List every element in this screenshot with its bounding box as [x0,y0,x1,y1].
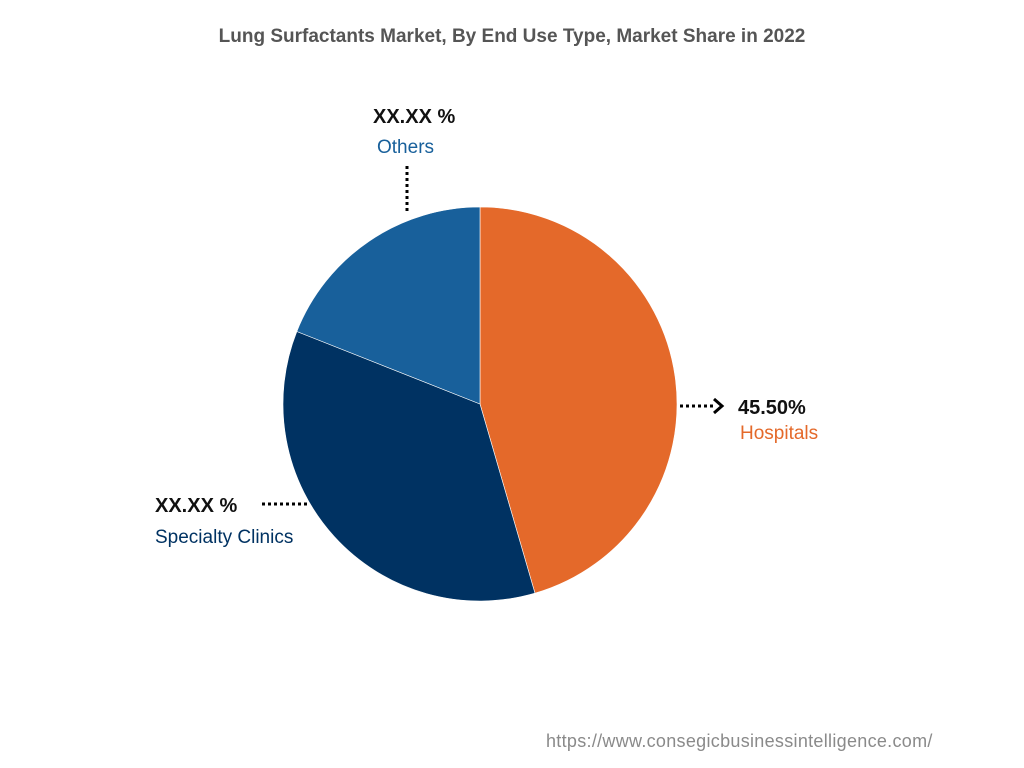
hospitals-value-label: 45.50% [738,397,806,419]
hospitals-label: Hospitals [740,423,818,444]
chart-title: Lung Surfactants Market, By End Use Type… [218,26,806,47]
others-value-label: XX.XX % [373,106,455,128]
pie-slices [282,206,678,602]
specialty-clinics-value-label: XX.XX % [155,495,237,517]
others-label: Others [377,137,434,158]
pie-slice-hospitals [479,206,678,594]
specialty-clinics-label: Specialty Clinics [155,527,293,548]
hospitals-leader-arrow [713,397,725,415]
pie-slice-others [296,206,481,405]
source-url: https://www.consegicbusinessintelligence… [546,731,933,751]
pie-slice-specialty-clinics [282,331,536,602]
